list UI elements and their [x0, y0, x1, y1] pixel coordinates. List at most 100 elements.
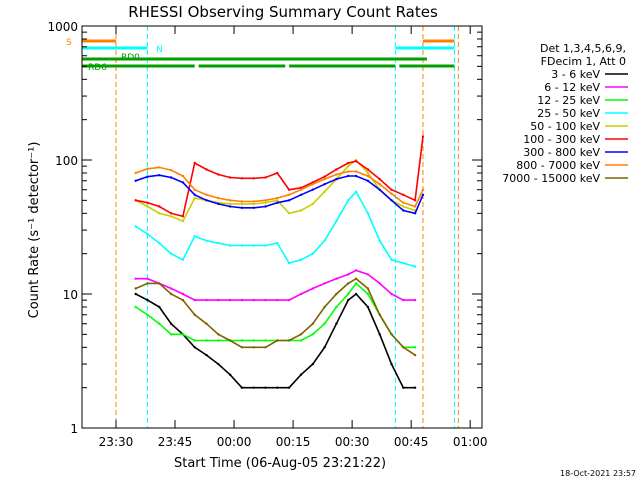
data-point: [323, 177, 326, 181]
data-point: [264, 298, 267, 302]
x-axis-label: Start Time (06-Aug-05 23:21:22): [174, 456, 386, 471]
data-point: [366, 292, 370, 296]
data-point: [276, 298, 279, 302]
data-point: [276, 201, 279, 204]
legend-label: 3 - 6 keV: [551, 68, 600, 81]
data-point: [146, 201, 149, 204]
x-tick-label: 01:00: [453, 435, 488, 449]
series-line: [135, 136, 424, 218]
data-point: [276, 171, 279, 175]
data-point: [366, 212, 370, 215]
data-point: [413, 265, 417, 268]
data-point: [413, 298, 417, 302]
x-tick-label: 23:30: [99, 435, 134, 449]
data-point: [228, 244, 232, 247]
plot-area: S N RD0 RD6: [66, 26, 459, 428]
data-point: [240, 202, 244, 206]
data-point: [264, 346, 267, 349]
data-point: [240, 386, 244, 389]
data-point: [366, 305, 370, 309]
y-tick-label: 1000: [47, 20, 78, 34]
data-point: [228, 202, 232, 206]
legend-label: 800 - 7000 keV: [516, 159, 600, 172]
data-point: [354, 170, 358, 173]
data-point: [413, 386, 417, 389]
data-point: [252, 386, 255, 389]
x-tick-label: 23:45: [158, 435, 193, 449]
data-point: [323, 346, 326, 349]
data-point: [217, 202, 220, 206]
data-point: [158, 282, 161, 285]
data-point: [354, 282, 358, 285]
data-point: [378, 282, 381, 285]
data-point: [252, 202, 255, 206]
data-point: [252, 346, 255, 349]
axis-ticks: 23:30 23:45 00:00 00:15 00:30 00:45 01:00 1 10 10…: [47, 20, 487, 449]
data-point: [181, 219, 185, 223]
data-point: [276, 386, 279, 389]
data-point: [347, 164, 350, 168]
data-point: [146, 175, 149, 178]
data-point: [335, 305, 338, 309]
data-point: [347, 298, 350, 302]
data-point: [378, 313, 381, 316]
data-point: [287, 193, 291, 196]
data-point: [347, 292, 350, 296]
data-point: [252, 339, 255, 342]
data-point: [252, 206, 255, 209]
data-point: [299, 258, 303, 261]
series-line: [135, 282, 416, 349]
data-point: [323, 183, 326, 186]
data-point: [287, 188, 291, 191]
data-point: [193, 188, 196, 191]
data-point: [347, 170, 350, 173]
data-point: [181, 333, 185, 336]
data-point: [354, 277, 358, 280]
data-point: [287, 261, 291, 265]
data-point: [390, 199, 393, 202]
data-point: [217, 196, 220, 200]
data-point: [169, 322, 173, 325]
data-point: [193, 298, 196, 302]
plot-frame: [81, 25, 483, 429]
data-point: [335, 168, 338, 171]
series-line: [135, 158, 416, 223]
data-point: [134, 292, 137, 296]
data-point: [240, 177, 244, 180]
data-point: [193, 161, 196, 165]
y-axis-label: Count Rate (s⁻¹ detector⁻¹): [27, 142, 42, 319]
data-point: [299, 292, 303, 296]
data-point: [276, 199, 279, 202]
chart-title: RHESSI Observing Summary Count Rates: [128, 3, 438, 21]
data-point: [354, 292, 358, 296]
y-tick-label: 100: [55, 154, 78, 168]
data-point: [311, 362, 314, 366]
data-point: [181, 258, 185, 261]
data-point: [264, 176, 267, 179]
data-point: [413, 199, 417, 202]
data-point: [169, 176, 173, 179]
data-point: [323, 322, 326, 325]
data-point: [390, 258, 393, 261]
data-point: [413, 346, 417, 349]
data-point: [252, 298, 255, 302]
data-point: [264, 199, 267, 202]
data-point: [299, 339, 303, 342]
data-point: [146, 232, 149, 236]
series-line: [135, 174, 424, 215]
data-point: [158, 322, 161, 325]
data-point: [299, 193, 303, 196]
data-point: [205, 322, 208, 325]
data-point: [181, 298, 185, 302]
data-point: [181, 181, 185, 184]
data-point: [134, 287, 137, 290]
legend-label: 50 - 100 keV: [530, 120, 600, 133]
data-point: [240, 339, 244, 342]
data-point: [217, 333, 220, 336]
data-point: [205, 353, 208, 357]
data-point: [402, 201, 405, 204]
data-point: [205, 199, 208, 202]
data-point: [146, 277, 149, 280]
data-point: [335, 277, 338, 280]
